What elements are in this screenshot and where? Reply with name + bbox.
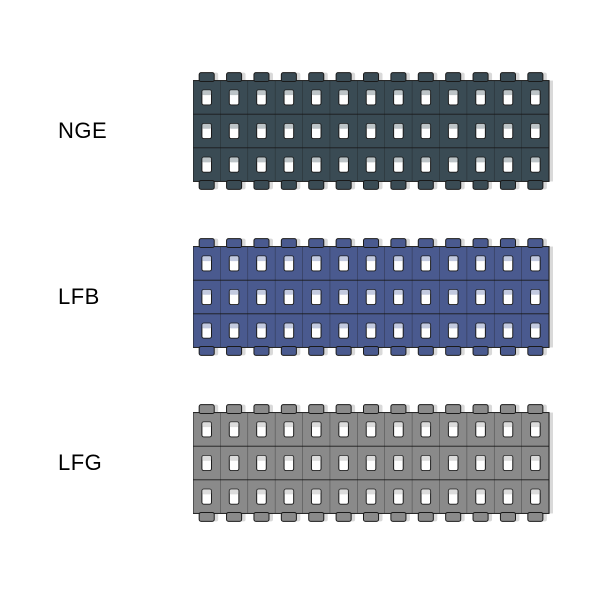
variant-row: LFB — [0, 238, 600, 356]
variant-label: NGE — [0, 118, 193, 144]
variant-label: LFG — [0, 450, 193, 476]
belt-swatch — [193, 72, 553, 190]
variant-label: LFB — [0, 284, 193, 310]
variant-row: NGE — [0, 72, 600, 190]
belt-graphic — [193, 238, 553, 356]
belt-graphic — [193, 72, 553, 190]
belt-graphic — [193, 404, 553, 522]
variant-list: NGE LFB LFG — [0, 0, 600, 600]
variant-row: LFG — [0, 404, 600, 522]
belt-swatch — [193, 238, 553, 356]
belt-swatch — [193, 404, 553, 522]
